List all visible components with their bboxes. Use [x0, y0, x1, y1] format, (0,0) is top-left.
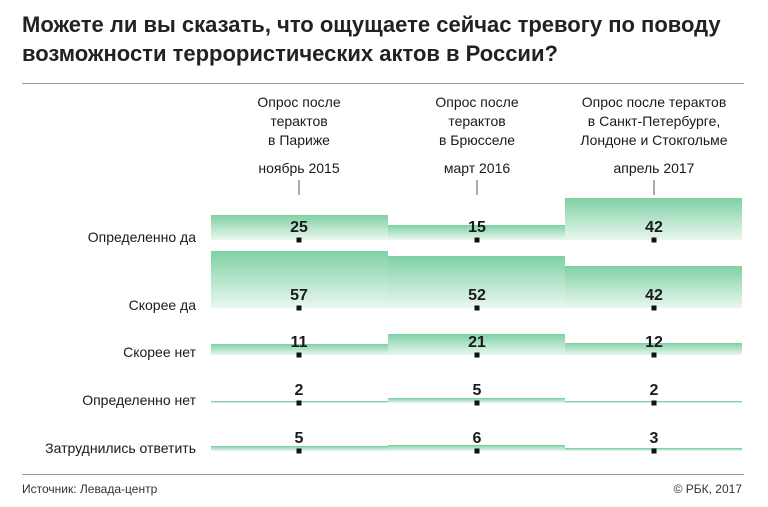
series-header-line: Лондоне и Стокгольме	[580, 132, 727, 148]
bar	[211, 344, 388, 355]
data-point-marker	[474, 305, 480, 311]
bottom-rule	[22, 474, 744, 475]
data-label: 42	[645, 287, 663, 304]
data-point-marker	[296, 237, 302, 243]
data-label: 21	[468, 334, 486, 351]
series-period-1: ноябрь 2015	[258, 160, 339, 176]
data-label: 5	[473, 382, 482, 399]
data-label: 57	[290, 287, 308, 304]
data-label: 2	[650, 382, 659, 399]
bar	[388, 445, 565, 451]
category-label: Скорее да	[129, 297, 197, 313]
data-point-marker	[651, 448, 657, 454]
data-label: 25	[290, 219, 308, 236]
data-label: 6	[473, 430, 482, 447]
data-point-marker	[296, 448, 302, 454]
bar	[565, 343, 742, 355]
data-point-marker	[474, 400, 480, 406]
series-header-line: Опрос после	[435, 94, 518, 110]
series-header-2: Опрос после терактов в Брюсселе	[435, 94, 518, 148]
data-label: 5	[295, 430, 304, 447]
data-label: 2	[295, 382, 304, 399]
data-point-marker	[296, 352, 302, 358]
category-label: Определенно нет	[82, 392, 196, 408]
data-point-marker	[651, 352, 657, 358]
series-header-line: в Санкт-Петербурге,	[588, 113, 721, 129]
data-label: 12	[645, 334, 663, 351]
data-point-marker	[474, 448, 480, 454]
data-label: 15	[468, 219, 486, 236]
data-point-marker	[474, 237, 480, 243]
series-header-line: Опрос после терактов	[582, 94, 727, 110]
data-label: 3	[650, 430, 659, 447]
series-period-2: март 2016	[444, 160, 511, 176]
bar	[388, 256, 565, 308]
bar	[211, 215, 388, 240]
series-header-line: терактов	[448, 113, 505, 129]
bar	[388, 334, 565, 355]
data-label: 52	[468, 287, 486, 304]
category-label: Затруднились ответить	[45, 440, 196, 456]
data-point-marker	[296, 305, 302, 311]
copyright-note: © РБК, 2017	[673, 482, 742, 496]
chart-title: Можете ли вы сказать, что ощущаете сейча…	[22, 12, 721, 66]
series-header-line: в Брюсселе	[439, 132, 515, 148]
category-label: Определенно да	[88, 229, 196, 245]
series-header-3: Опрос после терактов в Санкт-Петербурге, Л…	[580, 94, 727, 148]
series-period-3: апрель 2017	[614, 160, 695, 176]
bar	[388, 225, 565, 240]
top-rule	[22, 83, 744, 84]
category-label: Скорее нет	[123, 344, 196, 360]
data-point-marker	[651, 305, 657, 311]
data-point-marker	[474, 352, 480, 358]
data-label: 11	[291, 334, 308, 351]
series-header-line: Опрос после	[257, 94, 340, 110]
bar	[211, 251, 388, 308]
data-point-marker	[296, 400, 302, 406]
series-header-1: Опрос после терактов в Париже	[257, 94, 340, 148]
data-point-marker	[651, 237, 657, 243]
data-point-marker	[651, 400, 657, 406]
bar	[565, 266, 742, 308]
source-note: Источник: Левада-центр	[22, 482, 158, 496]
series-header-line: в Париже	[268, 132, 330, 148]
bar	[565, 198, 742, 240]
series-header-line: терактов	[270, 113, 327, 129]
data-label: 42	[645, 219, 663, 236]
